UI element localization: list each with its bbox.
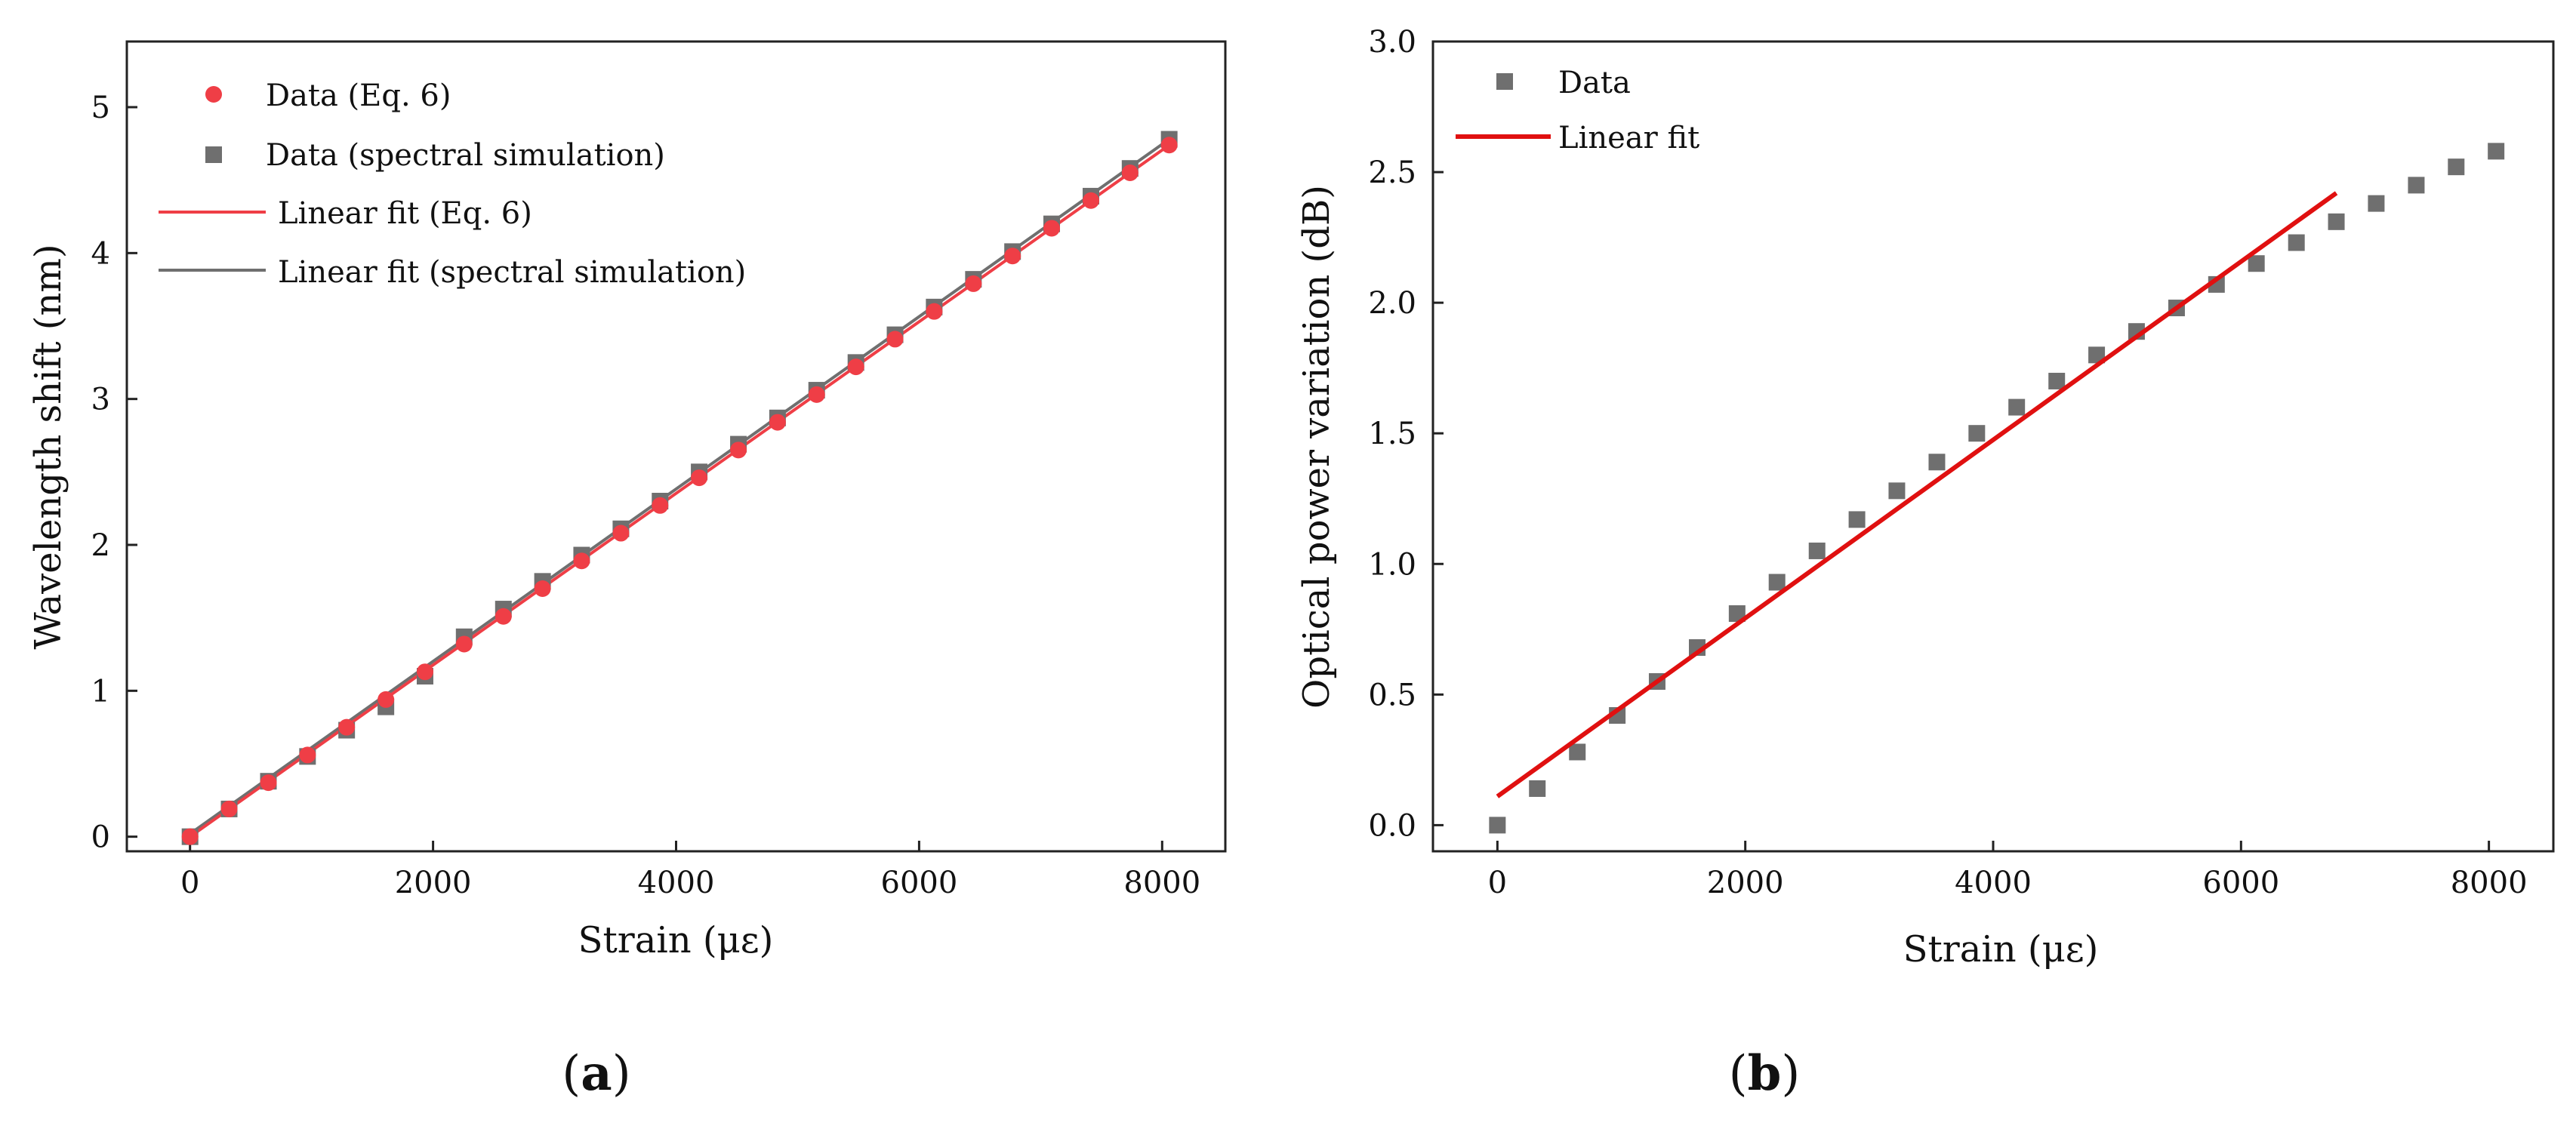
legend-b: Data Linear fit [1456,66,1699,155]
legend-label-data-b: Data [1558,66,1631,100]
x-tick-label: 6000 [881,866,958,900]
y-axis-title-a: Wavelength shift (nm) [27,244,69,649]
data-point-b [1489,817,1506,834]
data-point-b [2408,177,2425,194]
data-point-eq6 [260,774,277,792]
legend-marker-data-eq6 [205,86,222,103]
data-point-b [2488,143,2505,160]
data-point-b [1768,574,1786,591]
x-tick-label: 0 [180,866,199,900]
data-point-b [1569,743,1586,761]
legend-label-fit-b: Linear fit [1558,121,1699,155]
y-tick-label: 1.5 [1368,417,1416,451]
data-point-b [2368,195,2385,212]
data-point-eq6 [573,552,590,570]
x-tick-label: 2000 [395,866,472,900]
data-point-eq6 [730,441,747,459]
data-point-eq6 [691,469,708,487]
axis-ticks-a: 0 2000 4000 6000 8000 0 1 2 3 4 5 [91,91,1201,900]
legend-label-data-eq6: Data (Eq. 6) [266,78,451,113]
x-tick-label: 6000 [2202,866,2279,900]
fit-lines-a [189,137,1170,838]
data-point-eq6 [416,663,433,681]
data-point-eq6 [495,608,512,625]
data-point-b [2288,234,2305,251]
y-axis-title-b: Optical power variation (dB) [1296,185,1338,709]
data-point-b [1848,511,1866,528]
panel-label-a: (a) [562,1045,630,1102]
data-eq6-markers [181,137,1178,845]
data-point-eq6 [1004,248,1021,265]
legend-marker-data-spectral [205,146,222,163]
chart-panel-a: 0 2000 4000 6000 8000 0 1 2 3 4 5 Data (Eq. 6) Dat… [27,40,1227,1102]
y-tick-label: 0.5 [1368,678,1416,712]
data-point-eq6 [181,828,199,845]
legend-label-fit-spectral: Linear fit (spectral simulation) [278,255,746,290]
data-point-b [2048,372,2066,389]
plot-frame-b [1431,40,2555,853]
x-tick-label: 8000 [2451,866,2528,900]
data-point-eq6 [377,691,395,708]
y-tick-label: 2.0 [1368,286,1416,321]
x-tick-label: 8000 [1123,866,1200,900]
linear-fit-spectral-simulation-line [189,137,1170,835]
data-point-b [2448,158,2465,176]
data-markers-b [1489,143,2505,834]
data-point-b [1529,780,1546,797]
legend-marker-data-b [1496,73,1513,90]
linear-fit-line-b [1496,191,2338,798]
legend-label-fit-eq6: Linear fit (Eq. 6) [278,196,532,231]
y-tick-label: 0 [91,820,110,855]
data-point-eq6 [1043,220,1061,237]
data-point-b [1808,542,1826,559]
x-tick-label: 4000 [1955,866,2032,900]
y-tick-label: 5 [91,91,110,125]
data-point-b [2328,213,2345,230]
x-axis-title-a: Strain (με) [578,919,774,961]
data-point-eq6 [1160,137,1178,154]
y-tick-label: 2.5 [1368,155,1416,190]
data-point-eq6 [299,746,316,764]
data-point-b [2248,255,2265,272]
x-axis-title-b: Strain (με) [1903,928,2099,971]
data-point-eq6 [1121,165,1139,181]
y-tick-label: 4 [91,236,110,271]
data-point-eq6 [886,331,904,348]
data-point-eq6 [847,358,864,376]
data-point-b [1888,482,1906,500]
data-point-b [1728,605,1746,623]
data-point-eq6 [926,303,943,320]
x-tick-label: 4000 [638,866,715,900]
y-tick-label: 0.0 [1368,808,1416,843]
y-tick-label: 1.0 [1368,547,1416,582]
x-tick-label: 2000 [1707,866,1784,900]
data-point-b [2088,346,2106,364]
legend-a: Data (Eq. 6) Data (spectral simulation) … [159,78,746,290]
data-point-eq6 [455,635,473,653]
data-point-eq6 [652,497,669,514]
data-point-eq6 [612,525,630,542]
chart-panel-b: 0 2000 4000 6000 8000 0.0 0.5 1.0 1.5 2.0 2.5 3.0 D… [1296,25,2555,1102]
legend-label-data-spectral: Data (spectral simulation) [266,138,665,173]
data-point-b [2008,398,2026,416]
axis-ticks-b: 0 2000 4000 6000 8000 0.0 0.5 1.0 1.5 2.0 2.5 3.0 [1368,25,2527,900]
y-tick-label: 1 [91,674,110,709]
x-tick-label: 0 [1488,866,1507,900]
data-point-eq6 [808,386,825,403]
y-tick-label: 2 [91,528,110,563]
data-point-eq6 [965,275,982,292]
data-point-eq6 [769,414,786,431]
y-tick-label: 3.0 [1368,25,1416,60]
data-point-eq6 [220,800,238,817]
y-tick-label: 3 [91,383,110,417]
data-point-eq6 [1082,192,1099,209]
linear-fit-eq6-line [189,143,1170,838]
data-point-b [1928,454,1946,471]
data-point-eq6 [338,718,356,736]
data-point-eq6 [534,580,551,597]
data-point-b [1968,425,1986,442]
panel-label-b: (b) [1729,1045,1801,1102]
